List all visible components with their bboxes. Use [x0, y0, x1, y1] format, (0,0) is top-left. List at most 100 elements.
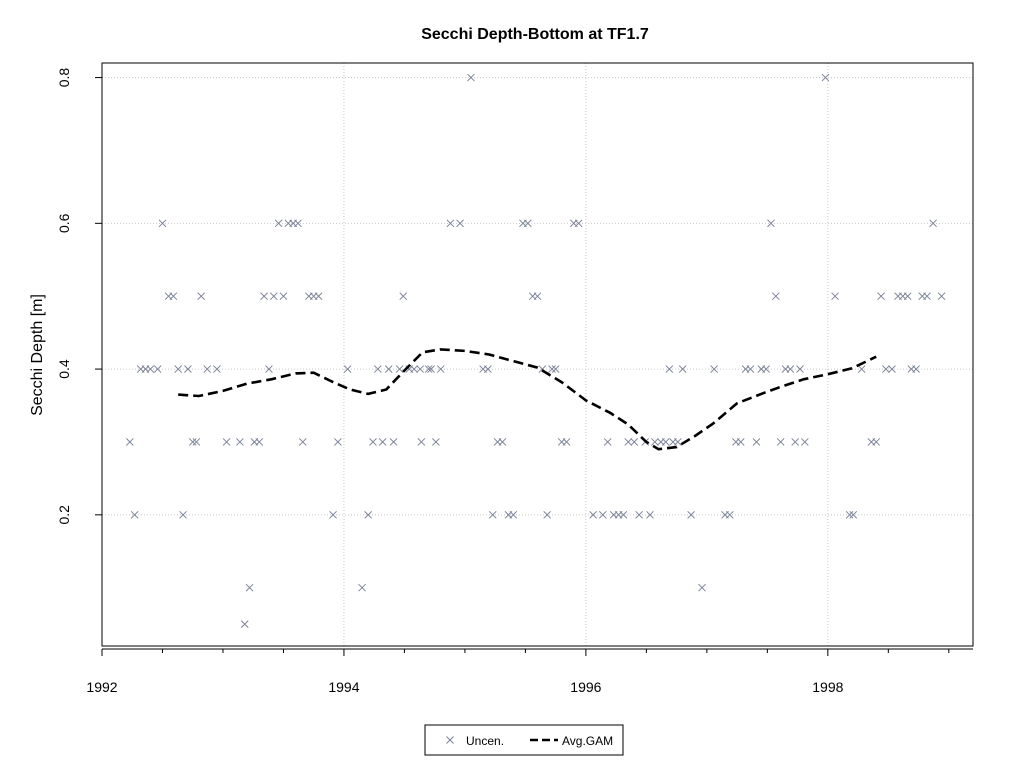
- data-point-stroke: [746, 365, 755, 373]
- data-point: [488, 510, 497, 519]
- x-tick-label: 1996: [570, 679, 601, 695]
- gam-line-path: [178, 348, 877, 451]
- data-point-stroke: [169, 292, 178, 301]
- data-point-stroke: [203, 365, 212, 373]
- data-point: [678, 365, 687, 373]
- data-point: [236, 438, 244, 446]
- data-point-stroke: [562, 438, 571, 446]
- data-point: [800, 438, 809, 446]
- data-point-stroke: [849, 510, 858, 519]
- data-point: [373, 365, 382, 373]
- data-point: [533, 292, 542, 301]
- data-point-stroke: [603, 438, 612, 446]
- data-point-stroke: [857, 365, 866, 373]
- data-point-stroke: [776, 438, 785, 446]
- data-point-stroke: [467, 73, 475, 82]
- data-point: [197, 292, 206, 301]
- data-point-stroke: [821, 73, 830, 82]
- data-point-stroke: [146, 365, 155, 373]
- data-point: [179, 510, 187, 519]
- data-point-stroke: [752, 438, 761, 446]
- data-point: [937, 292, 946, 301]
- scatter-points: [125, 73, 946, 628]
- data-point-stroke: [736, 438, 745, 446]
- data-point-stroke: [298, 438, 307, 446]
- data-point-stroke: [665, 365, 674, 373]
- data-point-stroke: [158, 219, 167, 228]
- data-point-stroke: [598, 510, 607, 519]
- data-point: [484, 365, 492, 373]
- data-point: [294, 219, 302, 228]
- data-point: [158, 219, 167, 228]
- data-point-stroke: [574, 219, 583, 228]
- data-point: [831, 292, 839, 301]
- data-point-stroke: [274, 219, 283, 228]
- x-tick-label: 1992: [86, 679, 117, 695]
- data-point-stroke: [509, 510, 518, 519]
- data-point-stroke: [184, 365, 192, 373]
- data-point-stroke: [364, 510, 372, 519]
- data-point: [213, 365, 221, 373]
- data-point-stroke: [882, 365, 890, 373]
- data-point: [791, 438, 800, 446]
- data-point-stroke: [767, 219, 775, 228]
- data-point: [146, 365, 155, 373]
- data-point-stroke: [551, 365, 560, 373]
- data-point-stroke: [548, 365, 556, 373]
- data-point-stroke: [533, 292, 542, 301]
- data-point: [364, 510, 372, 519]
- data-point: [736, 438, 745, 446]
- data-point: [436, 365, 445, 373]
- data-point-stroke: [831, 292, 839, 301]
- data-point-stroke: [334, 438, 342, 446]
- data-point: [169, 292, 178, 301]
- data-point-stroke: [427, 365, 435, 373]
- data-point: [821, 73, 830, 82]
- data-point: [358, 583, 366, 592]
- data-point-stroke: [710, 365, 718, 373]
- data-point-stroke: [523, 219, 532, 228]
- data-point-stroke: [265, 365, 273, 373]
- data-point: [746, 365, 755, 373]
- data-point-stroke: [923, 292, 931, 301]
- data-point: [498, 438, 507, 446]
- data-point: [929, 219, 937, 228]
- data-point: [650, 438, 659, 446]
- data-point-stroke: [329, 510, 337, 519]
- data-point: [399, 292, 408, 301]
- data-point-stroke: [236, 438, 244, 446]
- data-point: [240, 620, 249, 628]
- gam-line: [178, 348, 877, 451]
- data-point-stroke: [624, 438, 633, 446]
- data-point-stroke: [630, 438, 639, 446]
- data-point-stroke: [432, 438, 440, 446]
- data-point: [543, 510, 552, 519]
- data-point-stroke: [771, 292, 780, 301]
- data-point: [432, 438, 440, 446]
- data-point-stroke: [358, 583, 366, 592]
- data-point-stroke: [192, 438, 201, 446]
- data-point: [776, 438, 785, 446]
- data-point: [548, 365, 556, 373]
- data-point: [417, 438, 426, 446]
- data-point: [245, 583, 254, 592]
- data-point: [849, 510, 858, 519]
- data-point-stroke: [373, 365, 382, 373]
- data-point-stroke: [179, 510, 187, 519]
- data-point: [767, 219, 775, 228]
- data-point: [903, 292, 912, 301]
- data-point-stroke: [130, 510, 139, 519]
- data-point: [203, 365, 212, 373]
- data-point-stroke: [446, 219, 455, 228]
- data-point-stroke: [484, 365, 492, 373]
- data-point-stroke: [488, 510, 497, 519]
- data-point-stroke: [498, 438, 507, 446]
- data-point-stroke: [222, 438, 231, 446]
- data-point-stroke: [197, 292, 206, 301]
- data-point: [265, 365, 273, 373]
- data-point-stroke: [314, 292, 323, 301]
- data-point-stroke: [260, 292, 268, 301]
- data-point-stroke: [698, 583, 706, 592]
- y-tick-label: 0.2: [56, 505, 72, 525]
